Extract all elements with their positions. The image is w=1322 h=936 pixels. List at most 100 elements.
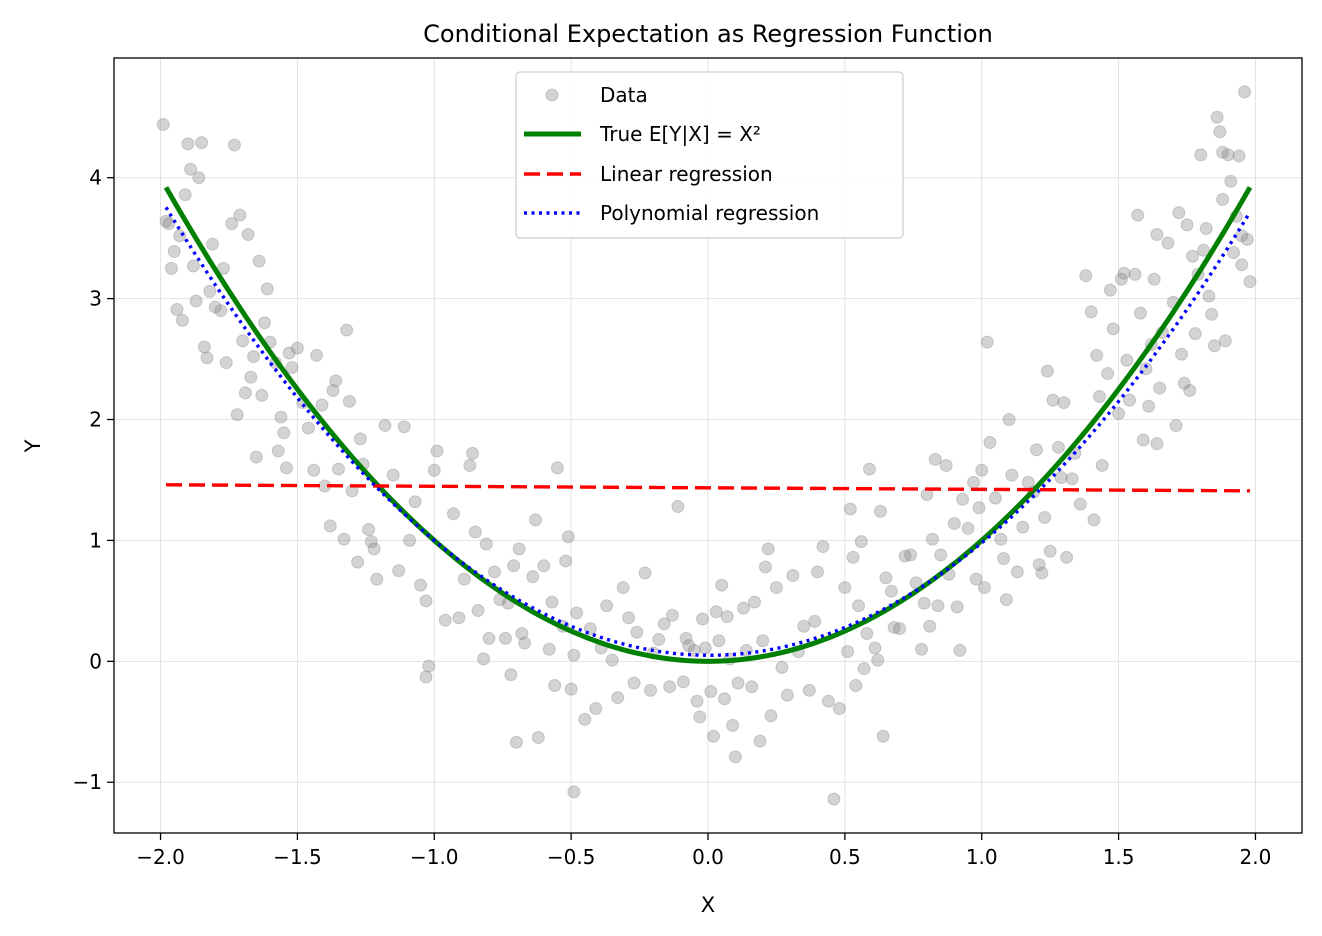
data-point xyxy=(1161,236,1175,250)
data-point xyxy=(559,554,573,568)
data-point xyxy=(769,581,783,595)
data-point xyxy=(605,653,619,667)
legend-label: True E[Y|X] = X² xyxy=(599,122,761,146)
data-point xyxy=(873,504,887,518)
data-point xyxy=(589,701,603,715)
data-point xyxy=(748,595,762,609)
data-point xyxy=(512,542,526,556)
data-point xyxy=(917,596,931,610)
y-axis-label: Y xyxy=(21,439,45,453)
data-point xyxy=(285,361,299,375)
data-point xyxy=(753,734,767,748)
data-point xyxy=(1224,174,1238,188)
data-point xyxy=(967,475,981,489)
data-point xyxy=(279,461,293,475)
data-point xyxy=(679,631,693,645)
data-point xyxy=(170,302,184,316)
data-point xyxy=(1243,275,1257,289)
data-point xyxy=(542,642,556,656)
legend-label: Linear regression xyxy=(600,162,773,186)
x-tick-label: 1.0 xyxy=(966,845,998,869)
data-point xyxy=(682,639,696,653)
data-point xyxy=(192,171,206,185)
data-point xyxy=(452,611,466,625)
data-point xyxy=(403,533,417,547)
y-tick-label: 1 xyxy=(89,528,102,552)
data-point xyxy=(832,701,846,715)
data-point xyxy=(310,348,324,362)
data-point xyxy=(1117,266,1131,280)
data-point xyxy=(1057,396,1071,410)
data-point xyxy=(1142,399,1156,413)
data-point xyxy=(969,572,983,586)
data-point xyxy=(709,605,723,619)
data-point xyxy=(249,450,263,464)
data-point xyxy=(326,383,340,397)
data-point xyxy=(780,688,794,702)
data-point xyxy=(863,462,877,476)
data-point xyxy=(578,712,592,726)
data-point xyxy=(1084,305,1098,319)
data-point xyxy=(1213,125,1227,139)
data-point xyxy=(1153,381,1167,395)
data-point xyxy=(206,237,220,251)
data-point xyxy=(843,502,857,516)
series-line-2 xyxy=(166,483,1250,493)
data-point xyxy=(838,581,852,595)
data-point xyxy=(715,578,729,592)
data-point xyxy=(893,622,907,636)
data-point xyxy=(980,335,994,349)
data-point xyxy=(731,676,745,690)
data-point xyxy=(879,571,893,585)
data-point xyxy=(816,539,830,553)
data-point xyxy=(802,683,816,697)
data-point xyxy=(162,217,176,231)
data-point xyxy=(696,612,710,626)
data-point xyxy=(652,633,666,647)
data-point xyxy=(887,620,901,634)
data-point xyxy=(1106,322,1120,336)
data-point xyxy=(252,254,266,268)
data-point xyxy=(392,564,406,578)
data-point xyxy=(698,641,712,655)
data-point xyxy=(884,584,898,598)
data-point xyxy=(1232,149,1246,163)
data-point xyxy=(247,350,261,364)
data-point xyxy=(972,501,986,515)
data-point xyxy=(1101,367,1115,381)
data-point xyxy=(1175,347,1189,361)
data-point xyxy=(227,138,241,152)
legend-box xyxy=(515,71,904,239)
data-point xyxy=(414,578,428,592)
data-point xyxy=(616,581,630,595)
data-point xyxy=(1002,413,1016,427)
data-point xyxy=(446,507,460,521)
data-point xyxy=(548,678,562,692)
data-point xyxy=(737,601,751,615)
data-point xyxy=(717,692,731,706)
data-point xyxy=(529,513,543,527)
data-point xyxy=(271,444,285,458)
data-point xyxy=(1043,544,1057,558)
data-point xyxy=(351,555,365,569)
legend-marker-data xyxy=(545,88,559,102)
data-point xyxy=(323,519,337,533)
data-point xyxy=(564,682,578,696)
data-point xyxy=(876,729,890,743)
data-point xyxy=(427,463,441,477)
data-point xyxy=(487,565,501,579)
data-point xyxy=(561,530,575,544)
data-point xyxy=(1188,327,1202,341)
data-point xyxy=(953,643,967,657)
data-point xyxy=(1235,258,1249,272)
data-point xyxy=(1092,390,1106,404)
data-point xyxy=(860,627,874,641)
data-point xyxy=(498,631,512,645)
data-point xyxy=(378,419,392,433)
x-tick-label: 0.5 xyxy=(829,845,861,869)
data-point xyxy=(663,680,677,694)
data-point xyxy=(841,645,855,659)
data-point xyxy=(821,694,835,708)
data-point xyxy=(1199,221,1213,235)
